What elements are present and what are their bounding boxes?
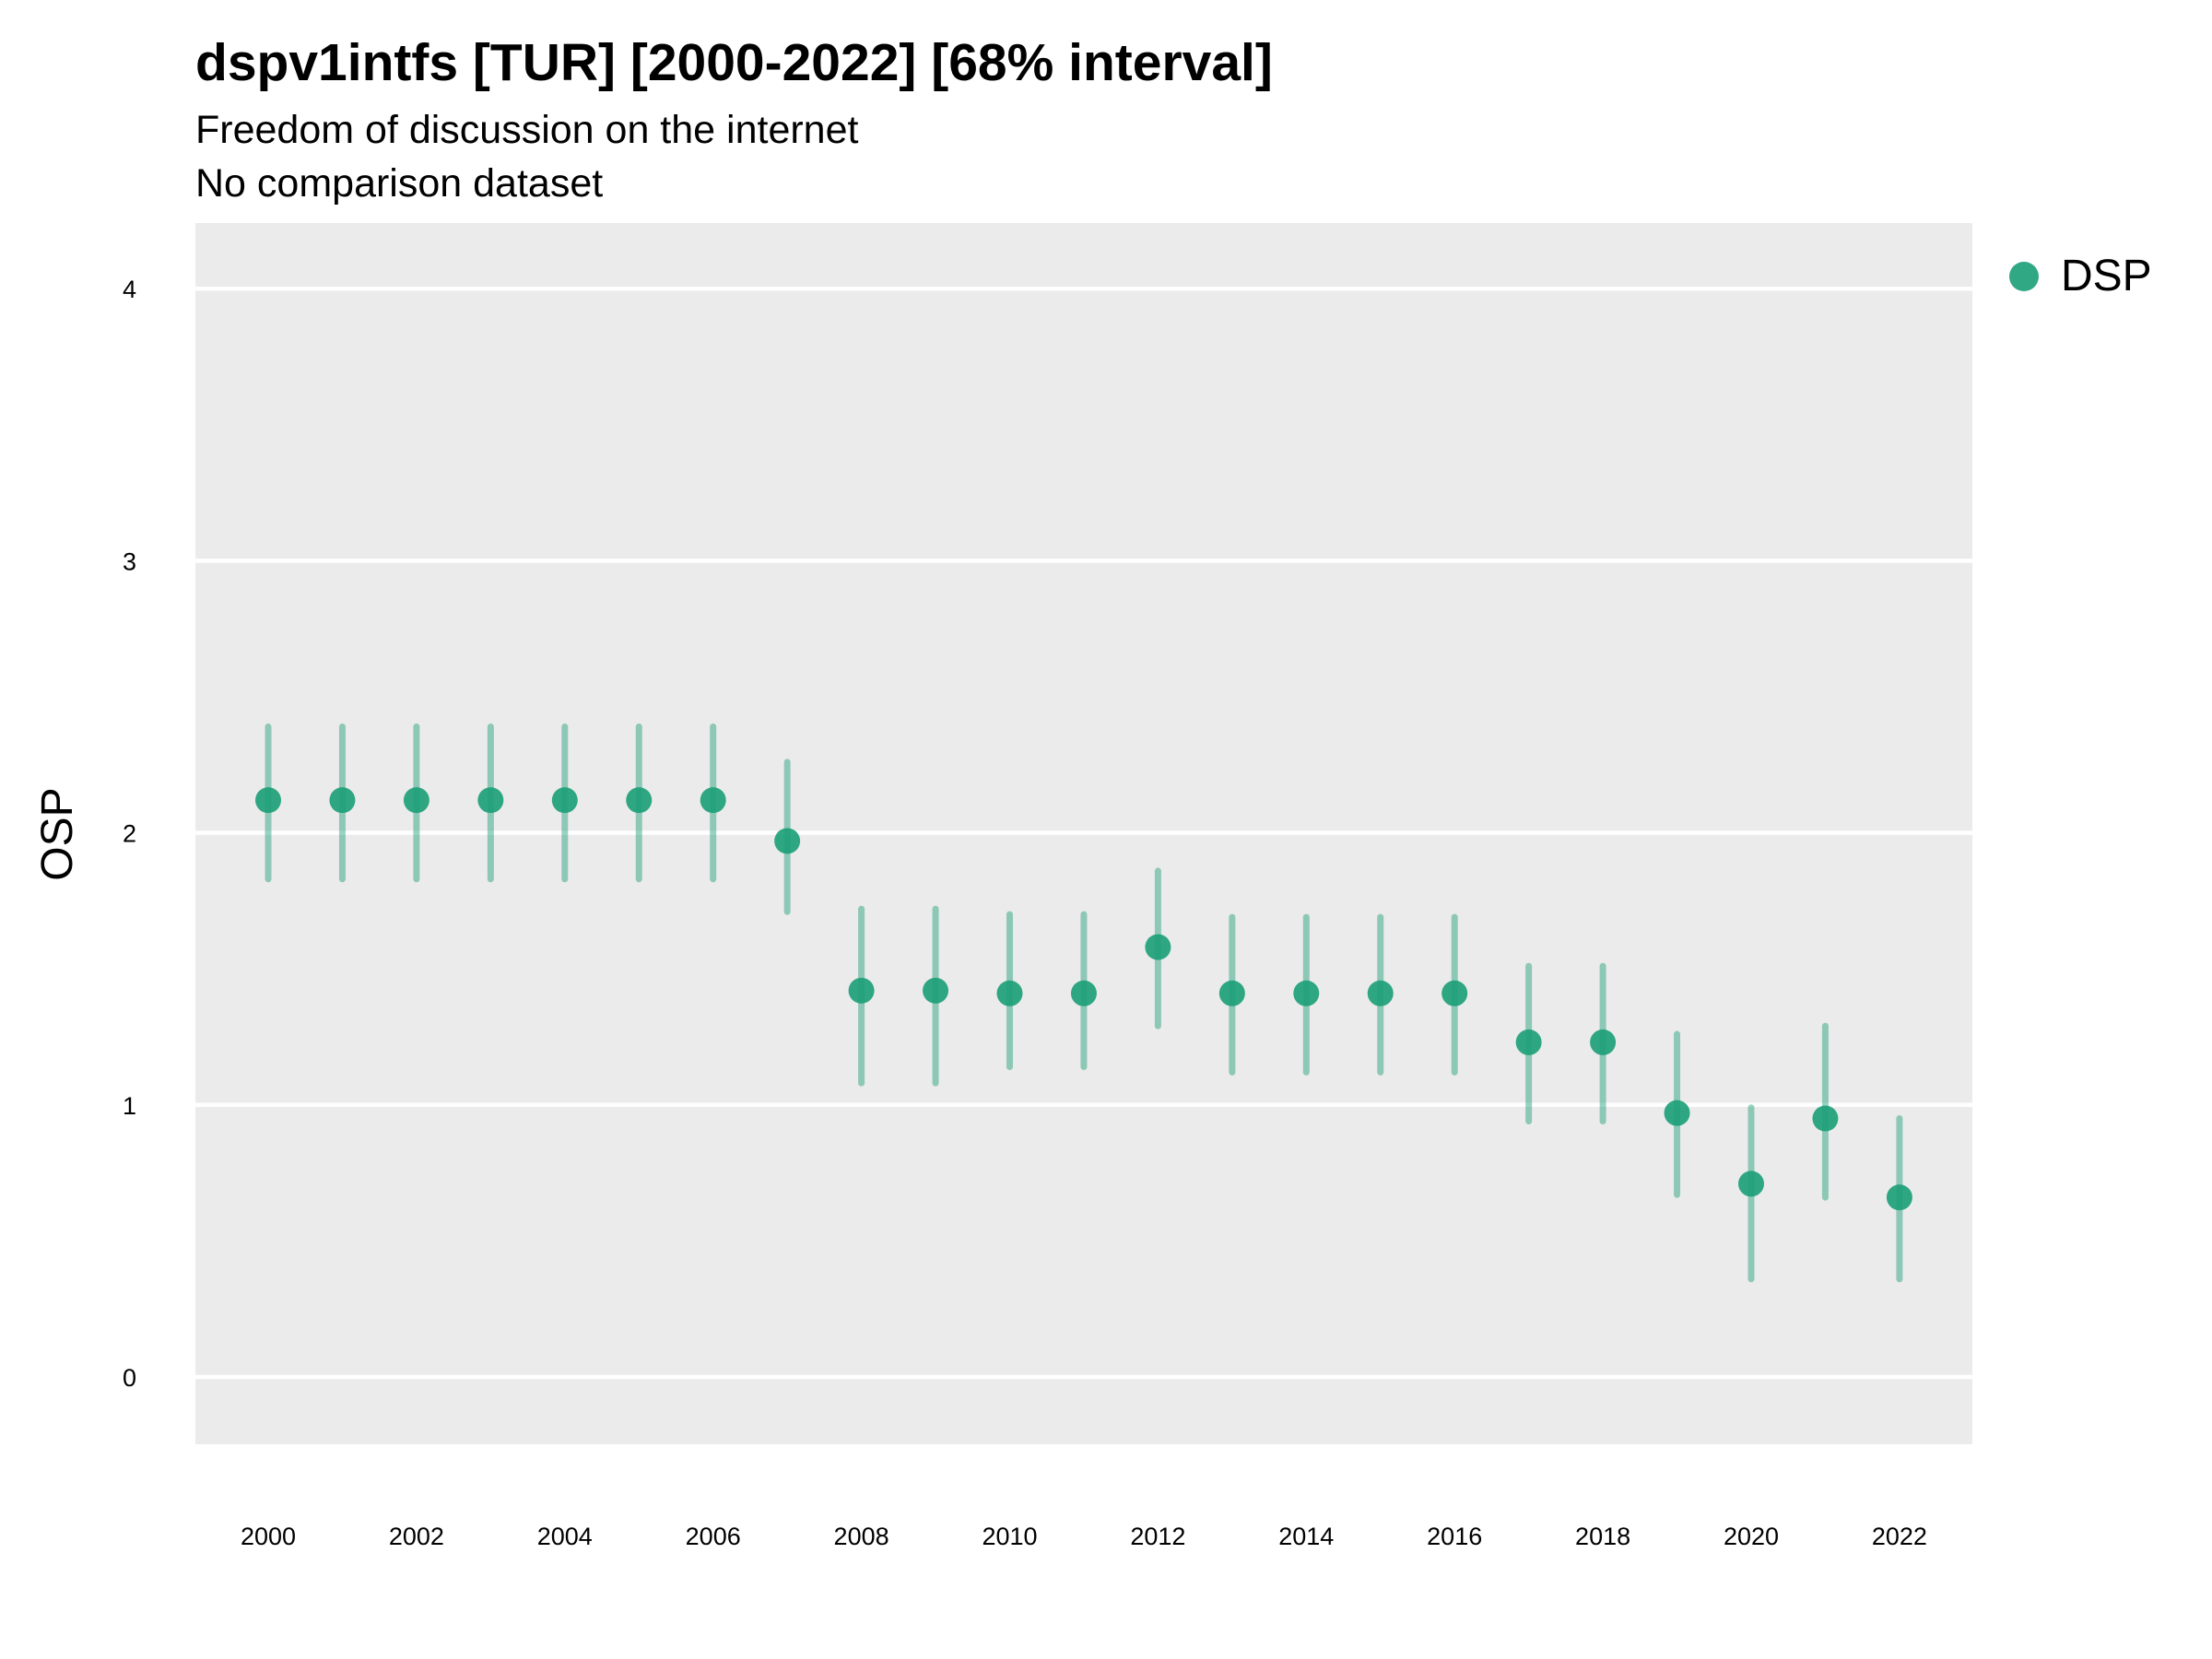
data-point bbox=[1218, 980, 1245, 1006]
y-tick-label: 2 bbox=[123, 820, 136, 848]
x-axis-ticks: 2000 2002 2004 2006 2008 2010 2012 2014 2016 2018… bbox=[241, 1523, 1927, 1550]
data-point bbox=[1738, 1171, 1764, 1197]
x-tick-label: 2004 bbox=[537, 1523, 593, 1550]
legend-dot-icon bbox=[2009, 262, 2039, 291]
y-tick-label: 1 bbox=[123, 1092, 136, 1120]
data-point bbox=[1812, 1105, 1839, 1132]
y-tick-label: 0 bbox=[123, 1364, 136, 1392]
data-point bbox=[996, 980, 1023, 1006]
data-point bbox=[1070, 980, 1097, 1006]
y-axis-ticks: 0 1 2 3 4 bbox=[123, 276, 136, 1392]
data-point bbox=[1590, 1029, 1617, 1055]
legend-label: DSP bbox=[2061, 252, 2152, 300]
data-point bbox=[329, 787, 356, 814]
y-tick-label: 4 bbox=[123, 276, 136, 303]
data-points bbox=[255, 787, 1912, 1211]
data-point bbox=[255, 787, 281, 814]
data-point bbox=[1664, 1100, 1690, 1126]
data-point bbox=[848, 977, 875, 1004]
chart-caption: No comparison dataset bbox=[195, 161, 604, 206]
legend: DSP bbox=[2009, 254, 2152, 299]
data-point bbox=[1515, 1029, 1542, 1055]
x-tick-label: 2022 bbox=[1872, 1523, 1927, 1550]
data-point bbox=[1886, 1184, 1912, 1211]
data-point bbox=[477, 787, 504, 814]
x-tick-label: 2008 bbox=[834, 1523, 889, 1550]
data-point bbox=[774, 828, 801, 854]
x-tick-label: 2002 bbox=[389, 1523, 444, 1550]
x-tick-label: 2000 bbox=[241, 1523, 296, 1550]
data-point bbox=[1145, 934, 1171, 960]
x-tick-label: 2016 bbox=[1427, 1523, 1482, 1550]
data-point bbox=[403, 787, 429, 814]
x-tick-label: 2006 bbox=[686, 1523, 741, 1550]
data-point bbox=[700, 787, 726, 814]
x-tick-label: 2020 bbox=[1724, 1523, 1779, 1550]
data-point bbox=[1293, 980, 1320, 1006]
y-axis-label: OSP bbox=[33, 787, 82, 880]
x-tick-label: 2014 bbox=[1278, 1523, 1334, 1550]
chart-subtitle: Freedom of discussion on the internet bbox=[195, 108, 859, 152]
data-point bbox=[923, 977, 949, 1004]
data-point bbox=[1441, 980, 1468, 1006]
x-tick-label: 2012 bbox=[1130, 1523, 1185, 1550]
data-point bbox=[1367, 980, 1394, 1006]
data-point bbox=[626, 787, 653, 814]
data-point bbox=[551, 787, 578, 814]
y-tick-label: 3 bbox=[123, 547, 136, 575]
x-tick-label: 2010 bbox=[982, 1523, 1037, 1550]
chart-title: dspv1intfs [TUR] [2000-2022] [68% interv… bbox=[195, 33, 1273, 92]
x-tick-label: 2018 bbox=[1575, 1523, 1630, 1550]
